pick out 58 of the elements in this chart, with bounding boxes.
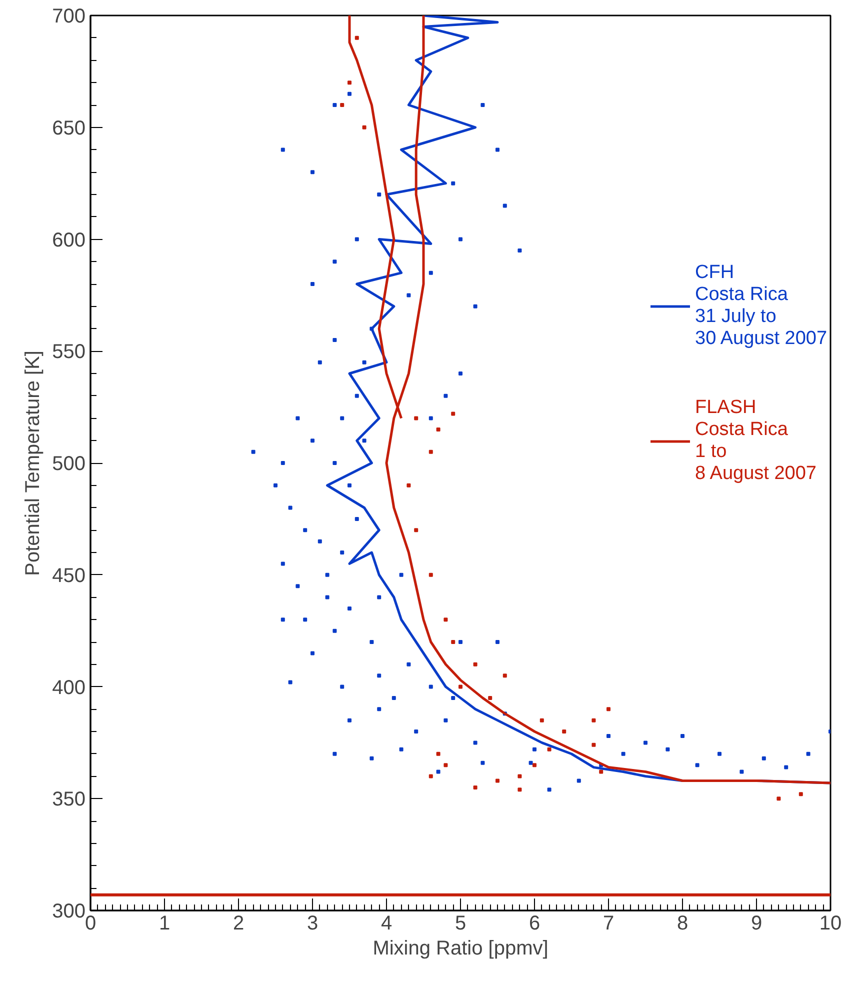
point <box>362 125 366 130</box>
x-tick-label: 3 <box>306 912 318 934</box>
x-tick-label: 7 <box>602 912 614 934</box>
point <box>592 718 596 722</box>
x-tick-label: 6 <box>528 912 540 934</box>
point <box>428 572 433 577</box>
point <box>473 785 478 790</box>
point <box>776 796 781 801</box>
point <box>458 684 462 689</box>
point <box>518 774 522 778</box>
point <box>451 640 456 644</box>
y-tick-label: 650 <box>52 117 86 140</box>
x-tick-label: 9 <box>750 912 762 934</box>
x-tick-label: 0 <box>84 912 96 934</box>
y-tick-label: 400 <box>52 676 86 699</box>
point <box>444 763 448 768</box>
point <box>599 770 604 774</box>
point <box>406 483 411 488</box>
legend-label: FLASH Costa Rica 1 to 8 August 2007 <box>695 397 816 485</box>
legend-label: CFH Costa Rica 31 July to 30 August 2007 <box>695 262 828 350</box>
point <box>540 718 544 722</box>
y-tick-label: 300 <box>52 900 86 922</box>
point <box>502 674 507 678</box>
point <box>428 450 433 454</box>
point <box>532 763 536 768</box>
point <box>488 696 492 700</box>
point <box>354 36 359 40</box>
point <box>798 792 803 796</box>
y-axis-title: Potential Temperature [K] <box>22 350 44 576</box>
point <box>340 103 344 107</box>
point <box>562 730 566 734</box>
point <box>414 416 418 420</box>
y-tick-label: 500 <box>52 453 86 475</box>
point <box>592 742 596 747</box>
x-tick-label: 8 <box>676 912 688 934</box>
point <box>451 412 456 416</box>
point <box>444 618 448 622</box>
point <box>547 747 552 752</box>
point <box>436 752 440 756</box>
y-tick-label: 700 <box>52 6 86 28</box>
point <box>518 788 522 792</box>
point <box>473 662 478 666</box>
y-tick-label: 350 <box>52 788 86 811</box>
x-axis-title: Mixing Ratio [ppmv] <box>372 938 548 960</box>
y-tick-label: 550 <box>52 341 86 364</box>
point <box>414 528 418 532</box>
y-tick-label: 450 <box>52 564 86 587</box>
point <box>428 774 433 778</box>
point <box>348 80 352 85</box>
x-tick-label: 1 <box>158 912 170 934</box>
x-tick-label: 2 <box>232 912 244 934</box>
x-tick-label: 10 <box>819 912 842 934</box>
y-tick-label: 600 <box>52 229 86 252</box>
x-tick-label: 5 <box>454 912 466 934</box>
point <box>496 778 500 783</box>
point <box>436 427 440 432</box>
x-tick-label: 4 <box>380 912 392 934</box>
point <box>606 707 610 712</box>
